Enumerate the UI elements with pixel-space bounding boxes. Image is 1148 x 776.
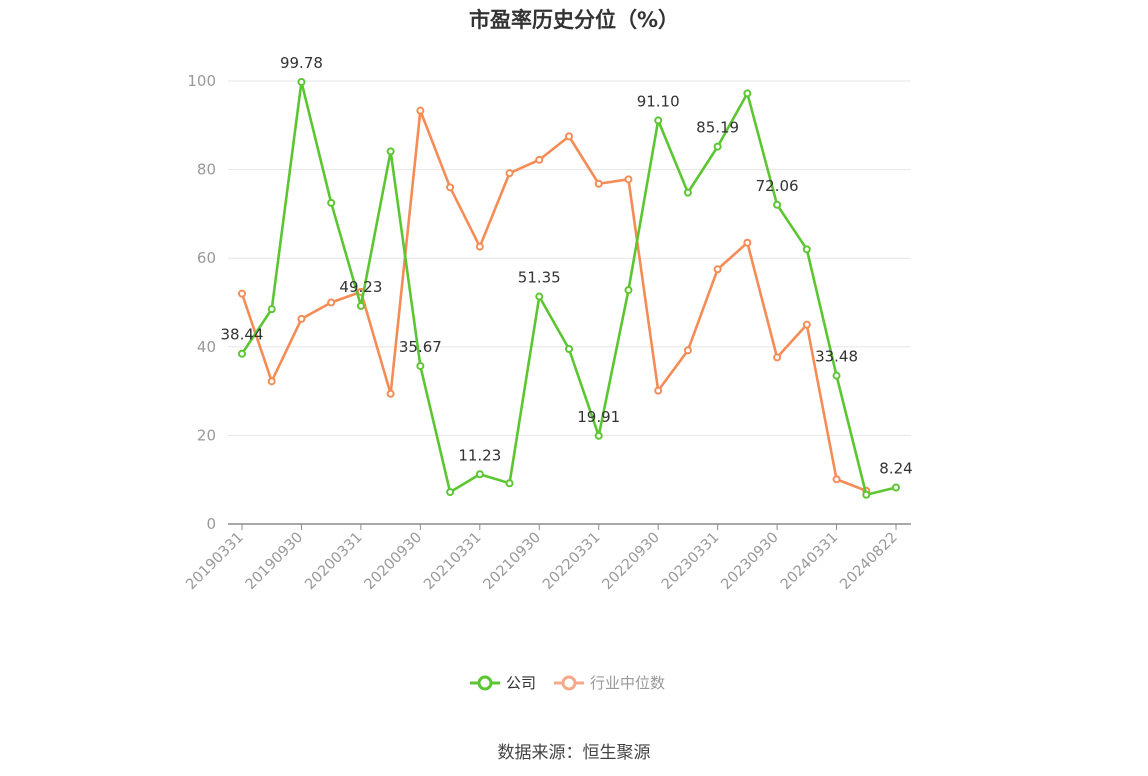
y-tick-label: 60	[197, 249, 216, 267]
y-tick-label: 0	[206, 515, 216, 533]
x-tick-label: 20200331	[302, 530, 366, 594]
industry-point	[654, 386, 663, 395]
company-point	[356, 301, 365, 310]
company-point	[773, 200, 782, 209]
industry-point	[267, 377, 276, 386]
company-point	[327, 198, 336, 207]
company-point	[683, 188, 692, 197]
industry-point	[446, 183, 455, 192]
data-label: 11.23	[458, 446, 501, 464]
x-tick-label: 20190331	[183, 530, 247, 594]
industry-point	[743, 238, 752, 247]
x-tick-label: 20210930	[481, 530, 545, 594]
company-point	[267, 305, 276, 314]
company-point	[862, 490, 871, 499]
x-tick-label: 20220930	[600, 530, 664, 594]
company-point	[832, 371, 841, 380]
industry-point	[773, 353, 782, 362]
industry-point	[713, 265, 722, 274]
data-label: 91.10	[637, 92, 680, 110]
company-point	[505, 479, 514, 488]
company-point	[624, 286, 633, 295]
company-point	[743, 89, 752, 98]
industry-point	[297, 314, 306, 323]
legend-item-industry[interactable]: 行业中位数	[554, 672, 665, 693]
data-label: 49.23	[339, 278, 382, 296]
company-point	[565, 345, 573, 354]
industry-point	[535, 155, 544, 164]
x-tick-label: 20190930	[243, 530, 307, 594]
y-tick-label: 100	[187, 72, 216, 90]
industry-series-line	[240, 109, 867, 492]
x-tick-label: 20210331	[421, 530, 485, 594]
legend-label-company: 公司	[506, 674, 537, 692]
x-tick-label: 20240331	[778, 530, 842, 594]
company-point	[238, 349, 246, 358]
company-point	[892, 483, 900, 492]
data-label: 38.44	[221, 326, 264, 344]
company-point	[713, 142, 722, 151]
company-point	[475, 470, 484, 479]
industry-point	[565, 132, 573, 141]
legend-company-marker-icon	[470, 675, 500, 690]
x-tick-label: 20230331	[659, 530, 723, 594]
data-label: 99.78	[280, 54, 323, 72]
industry-point	[416, 106, 425, 115]
industry-point	[505, 169, 514, 178]
industry-point	[475, 242, 484, 251]
data-source: 数据来源：恒生聚源	[497, 743, 651, 763]
company-point	[386, 147, 395, 156]
company-point	[535, 292, 544, 301]
company-point	[446, 488, 455, 497]
industry-point	[802, 320, 811, 329]
data-label: 35.67	[399, 338, 442, 356]
company-point	[594, 431, 603, 440]
industry-point	[594, 179, 603, 188]
industry-point	[327, 298, 336, 307]
legend-label-industry: 行业中位数	[590, 674, 666, 692]
data-label: 72.06	[756, 177, 799, 195]
data-label: 33.48	[815, 348, 858, 366]
industry-point	[683, 346, 692, 355]
legend-industry-marker-icon	[554, 675, 585, 690]
x-tick-label: 20220331	[540, 530, 604, 594]
x-tick-label: 20200930	[362, 530, 426, 594]
y-tick-label: 80	[197, 161, 216, 179]
y-tick-label: 40	[197, 338, 216, 356]
legend: 公司 行业中位数	[470, 672, 683, 693]
legend-item-company[interactable]: 公司	[470, 672, 536, 693]
company-point	[416, 361, 425, 370]
industry-point	[624, 175, 633, 184]
chart-title: 市盈率历史分位（%）	[468, 8, 680, 32]
y-tick-label: 20	[197, 426, 216, 444]
industry-point	[832, 475, 841, 484]
industry-point	[386, 389, 395, 398]
data-label: 8.24	[879, 459, 912, 477]
company-point	[297, 77, 306, 86]
company-point	[802, 245, 811, 254]
data-label: 85.19	[696, 119, 739, 137]
data-label: 19.91	[577, 408, 620, 426]
data-label: 51.35	[518, 269, 561, 287]
industry-point	[238, 289, 246, 298]
x-tick-label: 20240822	[837, 530, 901, 594]
company-point	[654, 116, 663, 125]
x-tick-label: 20230930	[718, 530, 782, 594]
